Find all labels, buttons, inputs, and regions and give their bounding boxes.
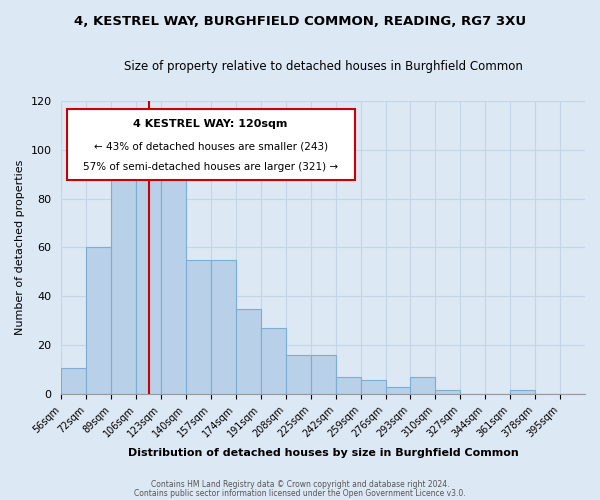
X-axis label: Distribution of detached houses by size in Burghfield Common: Distribution of detached houses by size … — [128, 448, 518, 458]
Bar — [261, 328, 286, 394]
Y-axis label: Number of detached properties: Number of detached properties — [15, 160, 25, 335]
Bar — [236, 308, 261, 394]
Text: Contains public sector information licensed under the Open Government Licence v3: Contains public sector information licen… — [134, 488, 466, 498]
Bar — [211, 260, 236, 394]
FancyBboxPatch shape — [67, 110, 355, 180]
Text: 4 KESTREL WAY: 120sqm: 4 KESTREL WAY: 120sqm — [133, 119, 288, 129]
Text: 57% of semi-detached houses are larger (321) →: 57% of semi-detached houses are larger (… — [83, 162, 338, 172]
Bar — [86, 248, 111, 394]
Bar — [510, 390, 535, 394]
Bar — [361, 380, 386, 394]
Bar — [186, 260, 211, 394]
Bar — [286, 356, 311, 395]
Bar — [136, 174, 161, 394]
Bar — [111, 150, 136, 394]
Bar — [436, 390, 460, 394]
Text: Contains HM Land Registry data © Crown copyright and database right 2024.: Contains HM Land Registry data © Crown c… — [151, 480, 449, 489]
Text: ← 43% of detached houses are smaller (243): ← 43% of detached houses are smaller (24… — [94, 141, 328, 151]
Bar — [335, 378, 361, 394]
Text: 4, KESTREL WAY, BURGHFIELD COMMON, READING, RG7 3XU: 4, KESTREL WAY, BURGHFIELD COMMON, READI… — [74, 15, 526, 28]
Bar — [386, 387, 410, 394]
Bar — [311, 356, 335, 395]
Bar — [410, 378, 436, 394]
Bar — [161, 160, 186, 394]
Title: Size of property relative to detached houses in Burghfield Common: Size of property relative to detached ho… — [124, 60, 523, 73]
Bar — [61, 368, 86, 394]
